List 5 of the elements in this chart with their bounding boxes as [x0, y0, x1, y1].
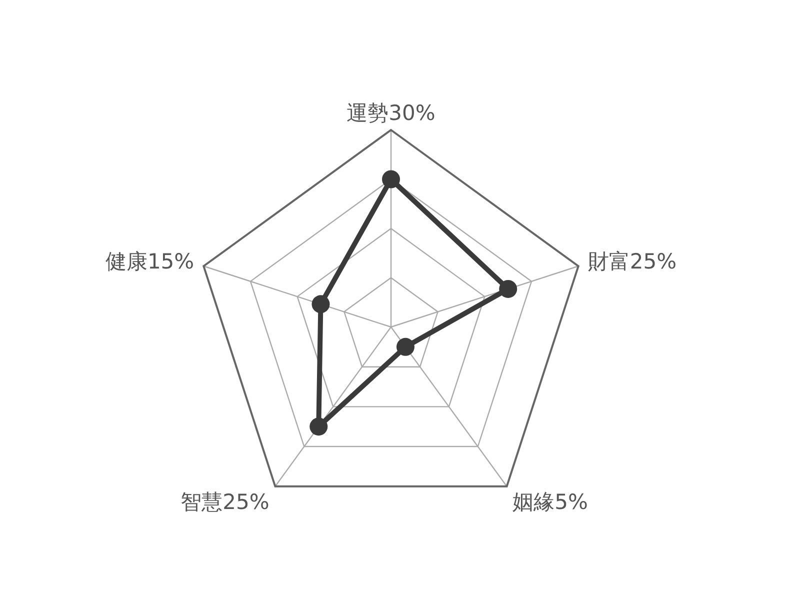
spoke-label: 運勢30% [346, 101, 436, 125]
spoke-label: 智慧25% [180, 490, 270, 514]
spoke-label: 健康15% [105, 250, 194, 274]
spoke-label: 姻緣5% [512, 490, 588, 514]
spoke-label: 財富25% [588, 250, 677, 274]
